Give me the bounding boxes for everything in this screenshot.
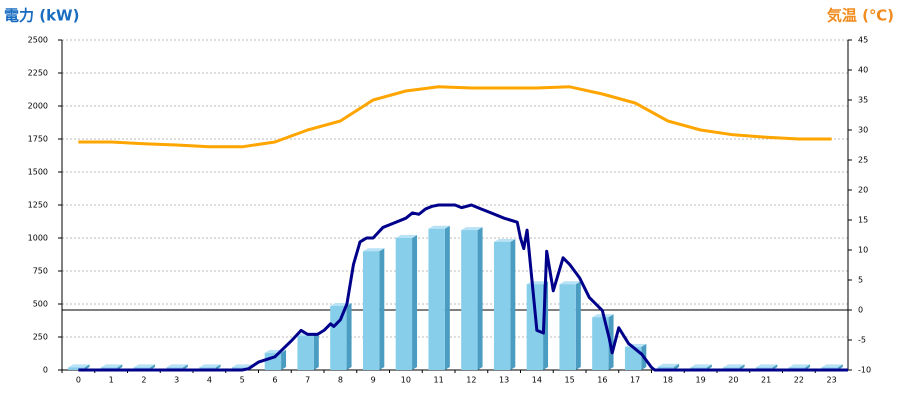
x-tick-label: 10 — [401, 376, 411, 385]
y2-tick-label: 15 — [858, 216, 868, 225]
y-tick-label: 500 — [33, 300, 48, 309]
x-tick-label: 9 — [371, 376, 376, 385]
bar-top — [690, 364, 712, 368]
y2-tick-label: 0 — [858, 306, 863, 315]
bar — [624, 346, 642, 370]
x-tick-label: 4 — [207, 376, 212, 385]
bar — [330, 305, 347, 370]
y2-tick-label: 40 — [858, 66, 868, 75]
x-tick-label: 22 — [794, 376, 804, 385]
bar-top — [68, 364, 90, 368]
bar-side — [444, 225, 450, 370]
x-tick-label: 18 — [663, 376, 673, 385]
x-tick-label: 5 — [240, 376, 245, 385]
x-tick-label: 19 — [696, 376, 706, 385]
x-tick-label: 6 — [272, 376, 277, 385]
bar-side — [477, 227, 483, 370]
bar-top — [461, 227, 483, 231]
line — [78, 203, 848, 372]
x-tick-label: 20 — [728, 376, 738, 385]
bar — [657, 366, 675, 370]
left-axis-title: 電力 (kW) — [4, 7, 79, 25]
x-tick-label: 15 — [565, 376, 575, 385]
y-tick-label: 750 — [33, 267, 48, 276]
bar-top — [788, 364, 811, 368]
y-tick-label: 0 — [43, 366, 48, 375]
y-tick-label: 1000 — [28, 234, 48, 243]
y-tick-label: 1750 — [28, 135, 48, 144]
y2-tick-label: 30 — [858, 126, 868, 135]
y2-tick-label: 20 — [858, 186, 868, 195]
bar-top — [723, 364, 745, 368]
y2-tick-label: 25 — [858, 156, 868, 165]
bar-top — [559, 281, 581, 285]
bar-top — [428, 225, 450, 229]
y-tick-label: 1500 — [28, 168, 48, 177]
bar-top — [657, 363, 680, 367]
x-tick-label: 21 — [761, 376, 771, 385]
x-tick-label: 17 — [630, 376, 640, 385]
bar-side — [281, 349, 287, 370]
bar — [493, 241, 511, 370]
bar — [395, 238, 413, 370]
bar-side — [575, 281, 581, 370]
y2-tick-label: -10 — [858, 366, 871, 375]
bar-top — [362, 248, 385, 252]
y2-tick-label: 10 — [858, 246, 868, 255]
bar-side — [674, 363, 680, 370]
x-tick-label: 2 — [141, 376, 146, 385]
x-tick-label: 8 — [338, 376, 343, 385]
bar-top — [821, 364, 843, 368]
y2-tick-label: -5 — [858, 336, 866, 345]
bar — [428, 228, 445, 370]
x-tick-label: 11 — [434, 376, 444, 385]
bar — [559, 284, 576, 370]
y2-tick-label: 45 — [858, 36, 868, 45]
y-tick-label: 250 — [33, 333, 48, 342]
line — [78, 85, 832, 149]
x-tick-label: 12 — [466, 376, 476, 385]
bar — [362, 251, 380, 370]
y-tick-label: 2250 — [28, 69, 48, 78]
bar-top — [395, 235, 418, 238]
bar-side — [510, 238, 516, 370]
bar-side — [346, 302, 352, 370]
y-tick-label: 2500 — [28, 36, 48, 45]
bar — [68, 367, 85, 370]
y2-tick-label: 35 — [858, 96, 868, 105]
x-tick-label: 23 — [827, 376, 837, 385]
x-tick-label: 0 — [76, 376, 81, 385]
bar-top — [231, 364, 254, 368]
x-tick-label: 3 — [174, 376, 179, 385]
x-tick-label: 1 — [109, 376, 114, 385]
bar-top — [493, 238, 516, 242]
bar — [264, 352, 282, 370]
bar-side — [313, 332, 319, 370]
bar — [526, 284, 544, 370]
bar-side — [412, 235, 418, 370]
x-tick-label: 13 — [499, 376, 509, 385]
bar-top — [199, 364, 221, 368]
y2-tick-label: 5 — [858, 276, 863, 285]
bar — [592, 317, 609, 370]
x-tick-label: 16 — [597, 376, 607, 385]
bar-side — [379, 248, 385, 370]
x-tick-label: 14 — [532, 376, 542, 385]
bar — [461, 230, 478, 370]
bar-top — [755, 364, 778, 368]
y-tick-label: 2000 — [28, 102, 48, 111]
bar — [297, 335, 314, 370]
bar-top — [133, 364, 156, 368]
bar-top — [100, 364, 123, 368]
bar-top — [166, 364, 188, 368]
right-axis-title: 気温 (℃) — [827, 7, 894, 25]
y-tick-label: 1250 — [28, 201, 48, 210]
x-tick-label: 7 — [305, 376, 310, 385]
